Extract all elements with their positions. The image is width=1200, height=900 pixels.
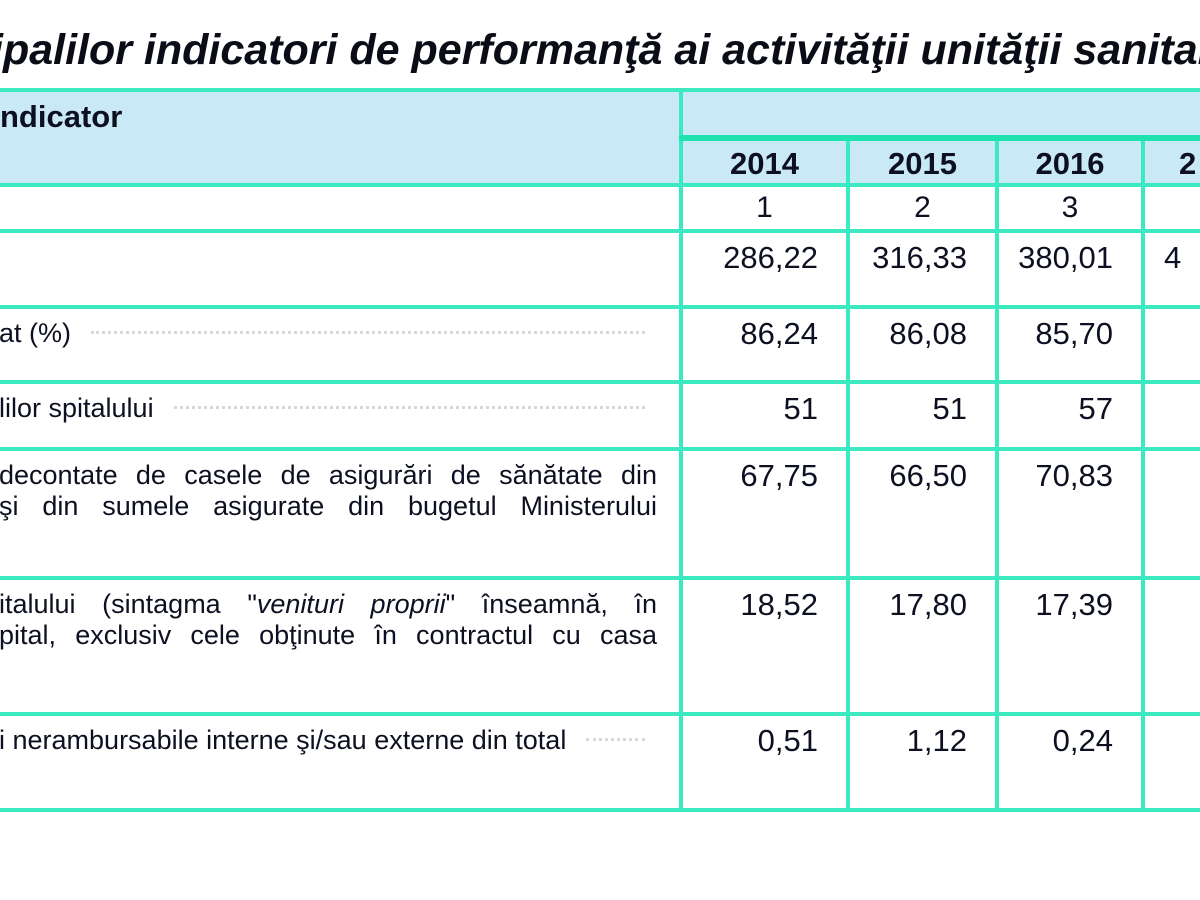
table-row: lilor spitalului 51 51 57 — [0, 380, 1200, 451]
value-cell: 18,52 — [679, 576, 850, 716]
indicator-label-line: şi din sumele asigurate din bugetul Mini… — [0, 491, 657, 521]
years-band-cell — [679, 88, 1200, 141]
year-cell-partial: 2 — [1141, 136, 1200, 187]
value-cell: 70,83 — [995, 447, 1145, 580]
label-segment-italic: venituri proprii — [256, 589, 446, 619]
indicator-label-text: lilor spitalului — [0, 393, 154, 423]
year-header-row: 2014 2015 2016 2 — [0, 136, 1200, 187]
indicator-label-line: decontate de casele de asigurări de sănă… — [0, 460, 657, 490]
value-cell: 86,08 — [846, 305, 999, 384]
table-row: i nerambursabile interne şi/sau externe … — [0, 712, 1200, 812]
dot-leader — [586, 738, 645, 741]
column-index-1: 1 — [679, 183, 850, 233]
value-cell-partial — [1141, 305, 1200, 384]
value-cell: 51 — [679, 380, 850, 451]
page-title: ipalilor indicatori de performanţă ai ac… — [0, 26, 1200, 74]
indicator-label-line: pital, exclusiv cele obţinute în contrac… — [0, 620, 657, 650]
indicator-label: italului (sintagma "venituri proprii" în… — [0, 576, 683, 716]
value-cell-partial — [1141, 447, 1200, 580]
value-cell: 286,22 — [679, 229, 850, 309]
indicator-header-cell: ndicator — [0, 88, 683, 187]
indicator-label-text: at (%) — [0, 318, 72, 348]
indicator-label: lilor spitalului — [0, 380, 683, 451]
label-segment: " înseamnă, în — [445, 589, 657, 619]
value-cell-partial: 4 — [1141, 229, 1200, 309]
label-segment: italului (sintagma " — [0, 589, 257, 619]
value-cell-partial — [1141, 712, 1200, 812]
value-cell: 86,24 — [679, 305, 850, 384]
column-index-2: 2 — [846, 183, 999, 233]
value-cell-partial — [1141, 380, 1200, 451]
year-cell-2016: 2016 — [995, 136, 1145, 187]
value-cell: 316,33 — [846, 229, 999, 309]
index-spacer-cell — [0, 183, 683, 233]
column-index-row: 1 2 3 — [0, 183, 1200, 233]
table-row: decontate de casele de asigurări de sănă… — [0, 447, 1200, 580]
value-cell: 17,80 — [846, 576, 999, 716]
value-cell: 67,75 — [679, 447, 850, 580]
value-cell: 17,39 — [995, 576, 1145, 716]
table-row: italului (sintagma "venituri proprii" în… — [0, 576, 1200, 716]
header-band-row: ndicator — [0, 88, 1200, 187]
value-cell: 85,70 — [995, 305, 1145, 384]
table-container: ndicator 2014 2015 2016 2 1 2 3 286,22 3… — [0, 88, 1200, 812]
column-index-4 — [1141, 183, 1200, 233]
value-cell: 1,12 — [846, 712, 999, 812]
table-row: 286,22 316,33 380,01 4 — [0, 229, 1200, 309]
value-cell: 66,50 — [846, 447, 999, 580]
value-cell-partial — [1141, 576, 1200, 716]
indicator-label-line: italului (sintagma "venituri proprii" în… — [0, 589, 657, 620]
indicator-label: decontate de casele de asigurări de sănă… — [0, 447, 683, 580]
column-index-3: 3 — [995, 183, 1145, 233]
indicator-label-text: i nerambursabile interne şi/sau externe … — [0, 725, 567, 755]
year-cell-2014: 2014 — [679, 136, 850, 187]
indicators-table: ndicator 2014 2015 2016 2 1 2 3 286,22 3… — [0, 88, 1200, 812]
value-cell: 51 — [846, 380, 999, 451]
indicator-label: i nerambursabile interne şi/sau externe … — [0, 712, 683, 812]
value-cell: 0,51 — [679, 712, 850, 812]
dot-leader — [173, 406, 645, 409]
dot-leader — [91, 331, 645, 334]
value-cell: 380,01 — [995, 229, 1145, 309]
table-row: at (%) 86,24 86,08 85,70 — [0, 305, 1200, 384]
value-cell: 57 — [995, 380, 1145, 451]
indicator-label — [0, 229, 683, 309]
year-cell-2015: 2015 — [846, 136, 999, 187]
indicator-label: at (%) — [0, 305, 683, 384]
value-cell: 0,24 — [995, 712, 1145, 812]
